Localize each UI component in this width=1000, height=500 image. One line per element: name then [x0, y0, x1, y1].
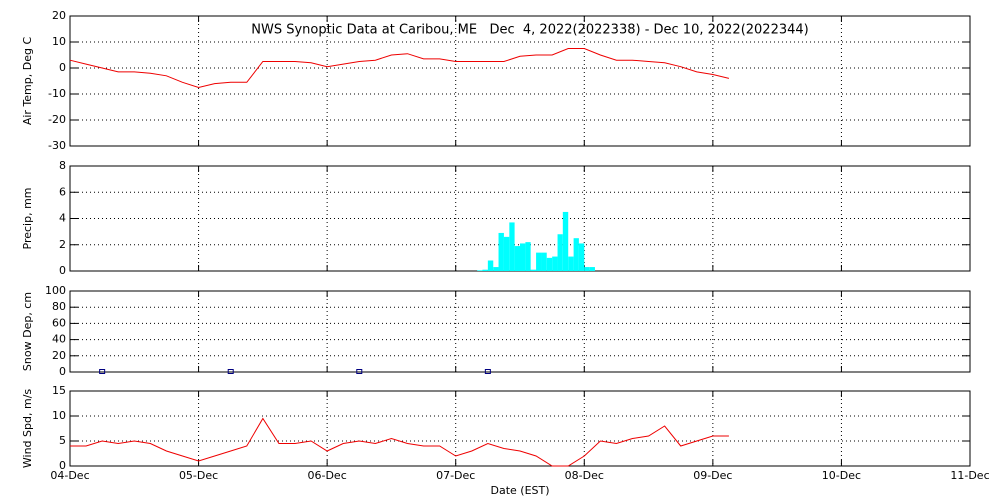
y-tick-label: 10: [52, 409, 66, 422]
bar: [584, 267, 590, 271]
x-tick-label: 10-Dec: [822, 469, 861, 482]
line: [70, 417, 729, 467]
y-tick-label: 15: [52, 384, 66, 397]
x-axis-label: Date (EST): [490, 484, 549, 497]
x-tick-label: 08-Dec: [565, 469, 604, 482]
y-tick-label: -10: [48, 87, 66, 100]
bar: [498, 232, 504, 271]
point: [356, 369, 363, 374]
y-axis-label: Snow Dep, cm: [21, 292, 34, 371]
line: [69, 48, 730, 89]
y-tick-label: 0: [59, 61, 66, 74]
y-tick-label: 100: [45, 284, 66, 297]
bar: [562, 211, 569, 271]
y-tick-label: 20: [52, 349, 66, 362]
y-axis-label: Air Temp, Deg C: [21, 37, 34, 126]
x-tick-label: 04-Dec: [50, 469, 89, 482]
bar: [520, 243, 526, 271]
panel-frame: [69, 390, 971, 467]
bar: [552, 256, 558, 271]
point: [484, 369, 491, 374]
x-tick-label: 06-Dec: [308, 469, 347, 482]
bar: [514, 246, 520, 271]
y-tick-label: 8: [59, 159, 66, 172]
x-tick-label: 07-Dec: [436, 469, 475, 482]
x-tick-label: 11-Dec: [950, 469, 989, 482]
bar: [536, 252, 542, 271]
y-tick-label: 60: [52, 316, 66, 329]
y-tick-label: 80: [52, 300, 66, 313]
bar: [509, 222, 515, 271]
y-tick-label: -20: [48, 113, 66, 126]
bar: [503, 236, 510, 271]
bar: [493, 267, 499, 271]
y-tick-label: 40: [52, 333, 66, 346]
bar: [573, 238, 579, 271]
panel-frame: [69, 290, 971, 373]
x-tick-label: 09-Dec: [693, 469, 732, 482]
bar: [546, 257, 553, 271]
y-tick-label: 0: [59, 365, 66, 378]
bar: [578, 243, 585, 271]
bar: [487, 260, 494, 271]
bar: [557, 234, 563, 271]
chart-title: NWS Synoptic Data at Caribou, ME Dec 4, …: [251, 23, 809, 38]
bar: [525, 242, 531, 271]
y-tick-label: 2: [59, 238, 66, 251]
y-tick-label: 0: [59, 459, 66, 472]
y-tick-label: 5: [59, 434, 66, 447]
y-tick-label: 6: [59, 185, 66, 198]
bar: [589, 267, 595, 271]
point: [99, 369, 106, 374]
y-tick-label: 0: [59, 264, 66, 277]
y-tick-label: 4: [59, 212, 66, 225]
bar: [541, 252, 547, 271]
x-tick-label: 05-Dec: [179, 469, 218, 482]
bar: [482, 269, 488, 271]
point: [227, 369, 234, 374]
y-tick-label: -30: [48, 139, 66, 152]
bar: [477, 270, 483, 271]
y-tick-label: 20: [52, 9, 66, 22]
y-tick-label: 10: [52, 35, 66, 48]
y-axis-label: Precip, mm: [21, 188, 34, 250]
bar: [530, 269, 537, 271]
y-axis-label: Wind Spd, m/s: [21, 389, 34, 469]
panel-frame: [69, 15, 971, 147]
bar: [568, 256, 574, 271]
